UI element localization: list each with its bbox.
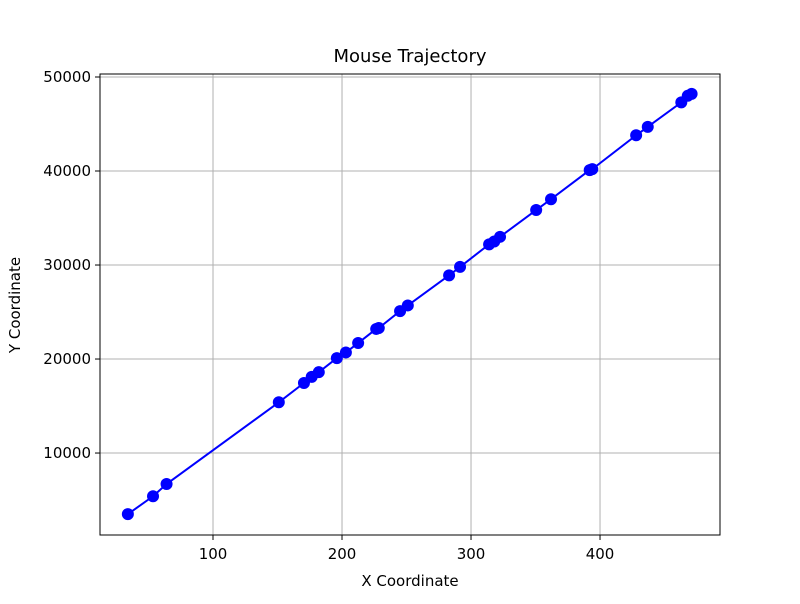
point (401, 299, 414, 312)
point (121, 508, 134, 521)
point (312, 366, 325, 379)
x-tick-label: 400 (586, 545, 615, 563)
y-tick-label: 50000 (43, 68, 91, 86)
point (530, 204, 543, 217)
chart-title: Mouse Trajectory (334, 46, 487, 67)
point (454, 260, 467, 273)
point (339, 346, 352, 359)
point (494, 230, 507, 243)
point (685, 87, 698, 100)
point (352, 337, 365, 350)
point (330, 352, 343, 365)
point (272, 396, 285, 409)
point (372, 322, 385, 335)
point (147, 490, 160, 503)
y-axis-label: Y Coordinate (6, 257, 24, 354)
point (443, 269, 456, 282)
x-tick-label: 300 (457, 545, 486, 563)
x-axis-label: X Coordinate (361, 572, 458, 590)
grid (100, 74, 720, 535)
y-tick-label: 10000 (43, 444, 91, 462)
point (545, 193, 558, 206)
x-tick-label: 100 (199, 545, 228, 563)
point (160, 478, 173, 491)
point (630, 129, 643, 142)
y-tick-label: 30000 (43, 256, 91, 274)
plot-frame (99, 73, 721, 536)
plot (121, 87, 698, 521)
x-tick-label: 200 (328, 545, 357, 563)
y-tick-label: 20000 (43, 350, 91, 368)
point (641, 120, 654, 133)
point (586, 163, 599, 176)
y-tick-label: 40000 (43, 162, 91, 180)
